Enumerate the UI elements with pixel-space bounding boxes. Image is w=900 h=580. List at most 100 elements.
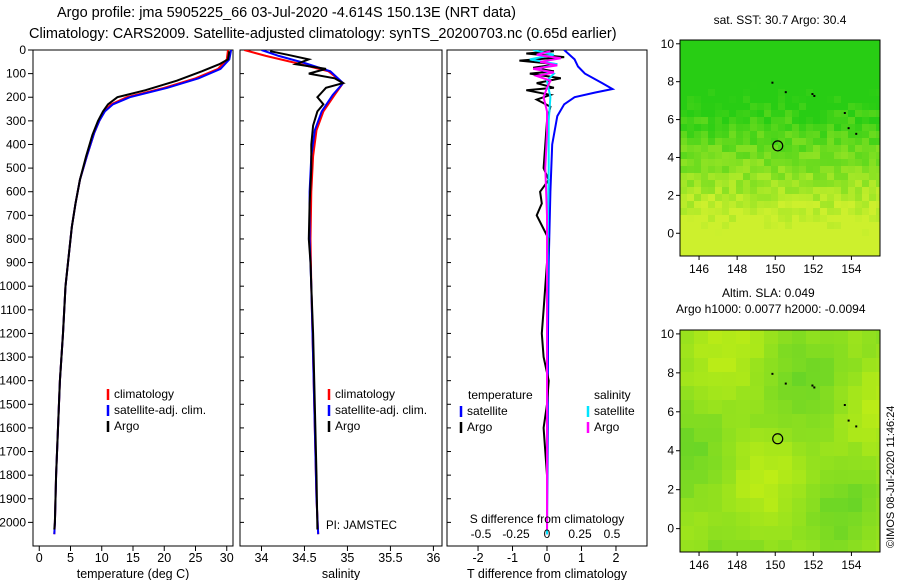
- sst-cell: [771, 145, 778, 152]
- sst-cell: [855, 96, 862, 103]
- sla-map-title-line1: Altim. SLA: 0.049: [722, 286, 815, 300]
- temp-legend-label: Argo: [114, 419, 140, 433]
- sst-cell: [687, 145, 694, 152]
- sst-cell: [827, 138, 834, 145]
- sst-cell: [729, 250, 736, 256]
- sst-cell: [736, 187, 743, 194]
- sst-cell: [764, 194, 771, 201]
- sst-cell: [827, 250, 834, 256]
- sst-map-frame: [679, 39, 881, 257]
- sla-cell: [820, 358, 834, 372]
- sst-cell: [757, 250, 764, 256]
- sst-cell: [687, 89, 694, 96]
- sst-cell: [771, 117, 778, 124]
- sst-cell: [799, 243, 806, 250]
- sst-cell: [722, 194, 729, 201]
- sla-cell: [876, 498, 880, 512]
- sst-cell: [729, 96, 736, 103]
- sst-cell: [841, 131, 848, 138]
- sst-cell: [701, 131, 708, 138]
- sla-cell: [764, 400, 778, 414]
- sst-cell: [876, 124, 880, 131]
- sla-cell: [694, 498, 708, 512]
- sst-cell: [792, 222, 799, 229]
- sal-legend-label: climatology: [335, 387, 395, 401]
- sla-cell: [722, 470, 736, 484]
- sst-cell: [694, 75, 701, 82]
- sst-cell: [687, 229, 694, 236]
- sst-cell: [876, 103, 880, 110]
- sst-cell: [708, 222, 715, 229]
- sst-cell: [715, 180, 722, 187]
- sst-cell: [806, 47, 813, 54]
- sst-cell: [834, 124, 841, 131]
- sst-cell: [771, 250, 778, 256]
- sst-cell: [715, 243, 722, 250]
- sst-cell: [694, 215, 701, 222]
- sst-cell: [813, 82, 820, 89]
- sst-cell: [687, 194, 694, 201]
- sst-cell: [750, 117, 757, 124]
- depth-tick-label: 1000: [0, 279, 26, 293]
- sst-cell: [799, 96, 806, 103]
- sst-cell: [764, 222, 771, 229]
- sst-cell: [680, 229, 687, 236]
- sst-cell: [841, 40, 848, 47]
- sst-cell: [799, 145, 806, 152]
- sla-map-ytick-label: 2: [667, 483, 674, 497]
- difference-profile-xtick-label: -2: [472, 551, 483, 565]
- sst-cell: [680, 103, 687, 110]
- sst-cell: [799, 173, 806, 180]
- sst-cell: [855, 47, 862, 54]
- sst-cell: [799, 54, 806, 61]
- sst-cell: [806, 117, 813, 124]
- sst-cell: [736, 82, 743, 89]
- sst-cell: [813, 124, 820, 131]
- sst-cell: [750, 194, 757, 201]
- sla-cell: [750, 428, 764, 442]
- sst-cell: [743, 208, 750, 215]
- sst-cell: [736, 159, 743, 166]
- sla-cell: [806, 344, 820, 358]
- sst-cell: [729, 40, 736, 47]
- sst-cell: [778, 40, 785, 47]
- sla-cell: [806, 442, 820, 456]
- sla-cell: [834, 372, 848, 386]
- sst-cell: [687, 47, 694, 54]
- sst-cell: [750, 152, 757, 159]
- sst-cell: [813, 222, 820, 229]
- sst-cell: [680, 96, 687, 103]
- sal-legend-label: satellite-adj. clim.: [335, 403, 427, 417]
- sst-cell: [806, 208, 813, 215]
- sst-cell: [764, 124, 771, 131]
- sst-cell: [820, 250, 827, 256]
- sst-cell: [764, 82, 771, 89]
- sst-cell: [876, 96, 880, 103]
- sst-cell: [869, 236, 876, 243]
- sst-cell: [743, 138, 750, 145]
- sal-legend-label: Argo: [335, 419, 361, 433]
- sst-cell: [785, 222, 792, 229]
- plot-title-line2: Climatology: CARS2009. Satellite-adjuste…: [29, 26, 617, 42]
- sst-cell: [771, 159, 778, 166]
- sst-cell: [841, 215, 848, 222]
- sst-cell: [862, 89, 869, 96]
- sst-cell: [834, 236, 841, 243]
- sst-cell: [736, 110, 743, 117]
- sla-cell: [820, 330, 834, 344]
- sst-cell: [715, 159, 722, 166]
- sst-cell: [687, 110, 694, 117]
- sst-cell: [848, 243, 855, 250]
- sst-cell: [701, 117, 708, 124]
- sst-cell: [750, 131, 757, 138]
- sst-cell: [701, 201, 708, 208]
- sst-cell: [694, 117, 701, 124]
- sst-cell: [680, 194, 687, 201]
- sst-cell: [701, 215, 708, 222]
- sla-cell: [694, 540, 708, 552]
- sst-cell: [715, 208, 722, 215]
- sst-cell: [694, 131, 701, 138]
- sst-cell: [869, 68, 876, 75]
- sst-cell: [750, 187, 757, 194]
- sla-cell: [722, 484, 736, 498]
